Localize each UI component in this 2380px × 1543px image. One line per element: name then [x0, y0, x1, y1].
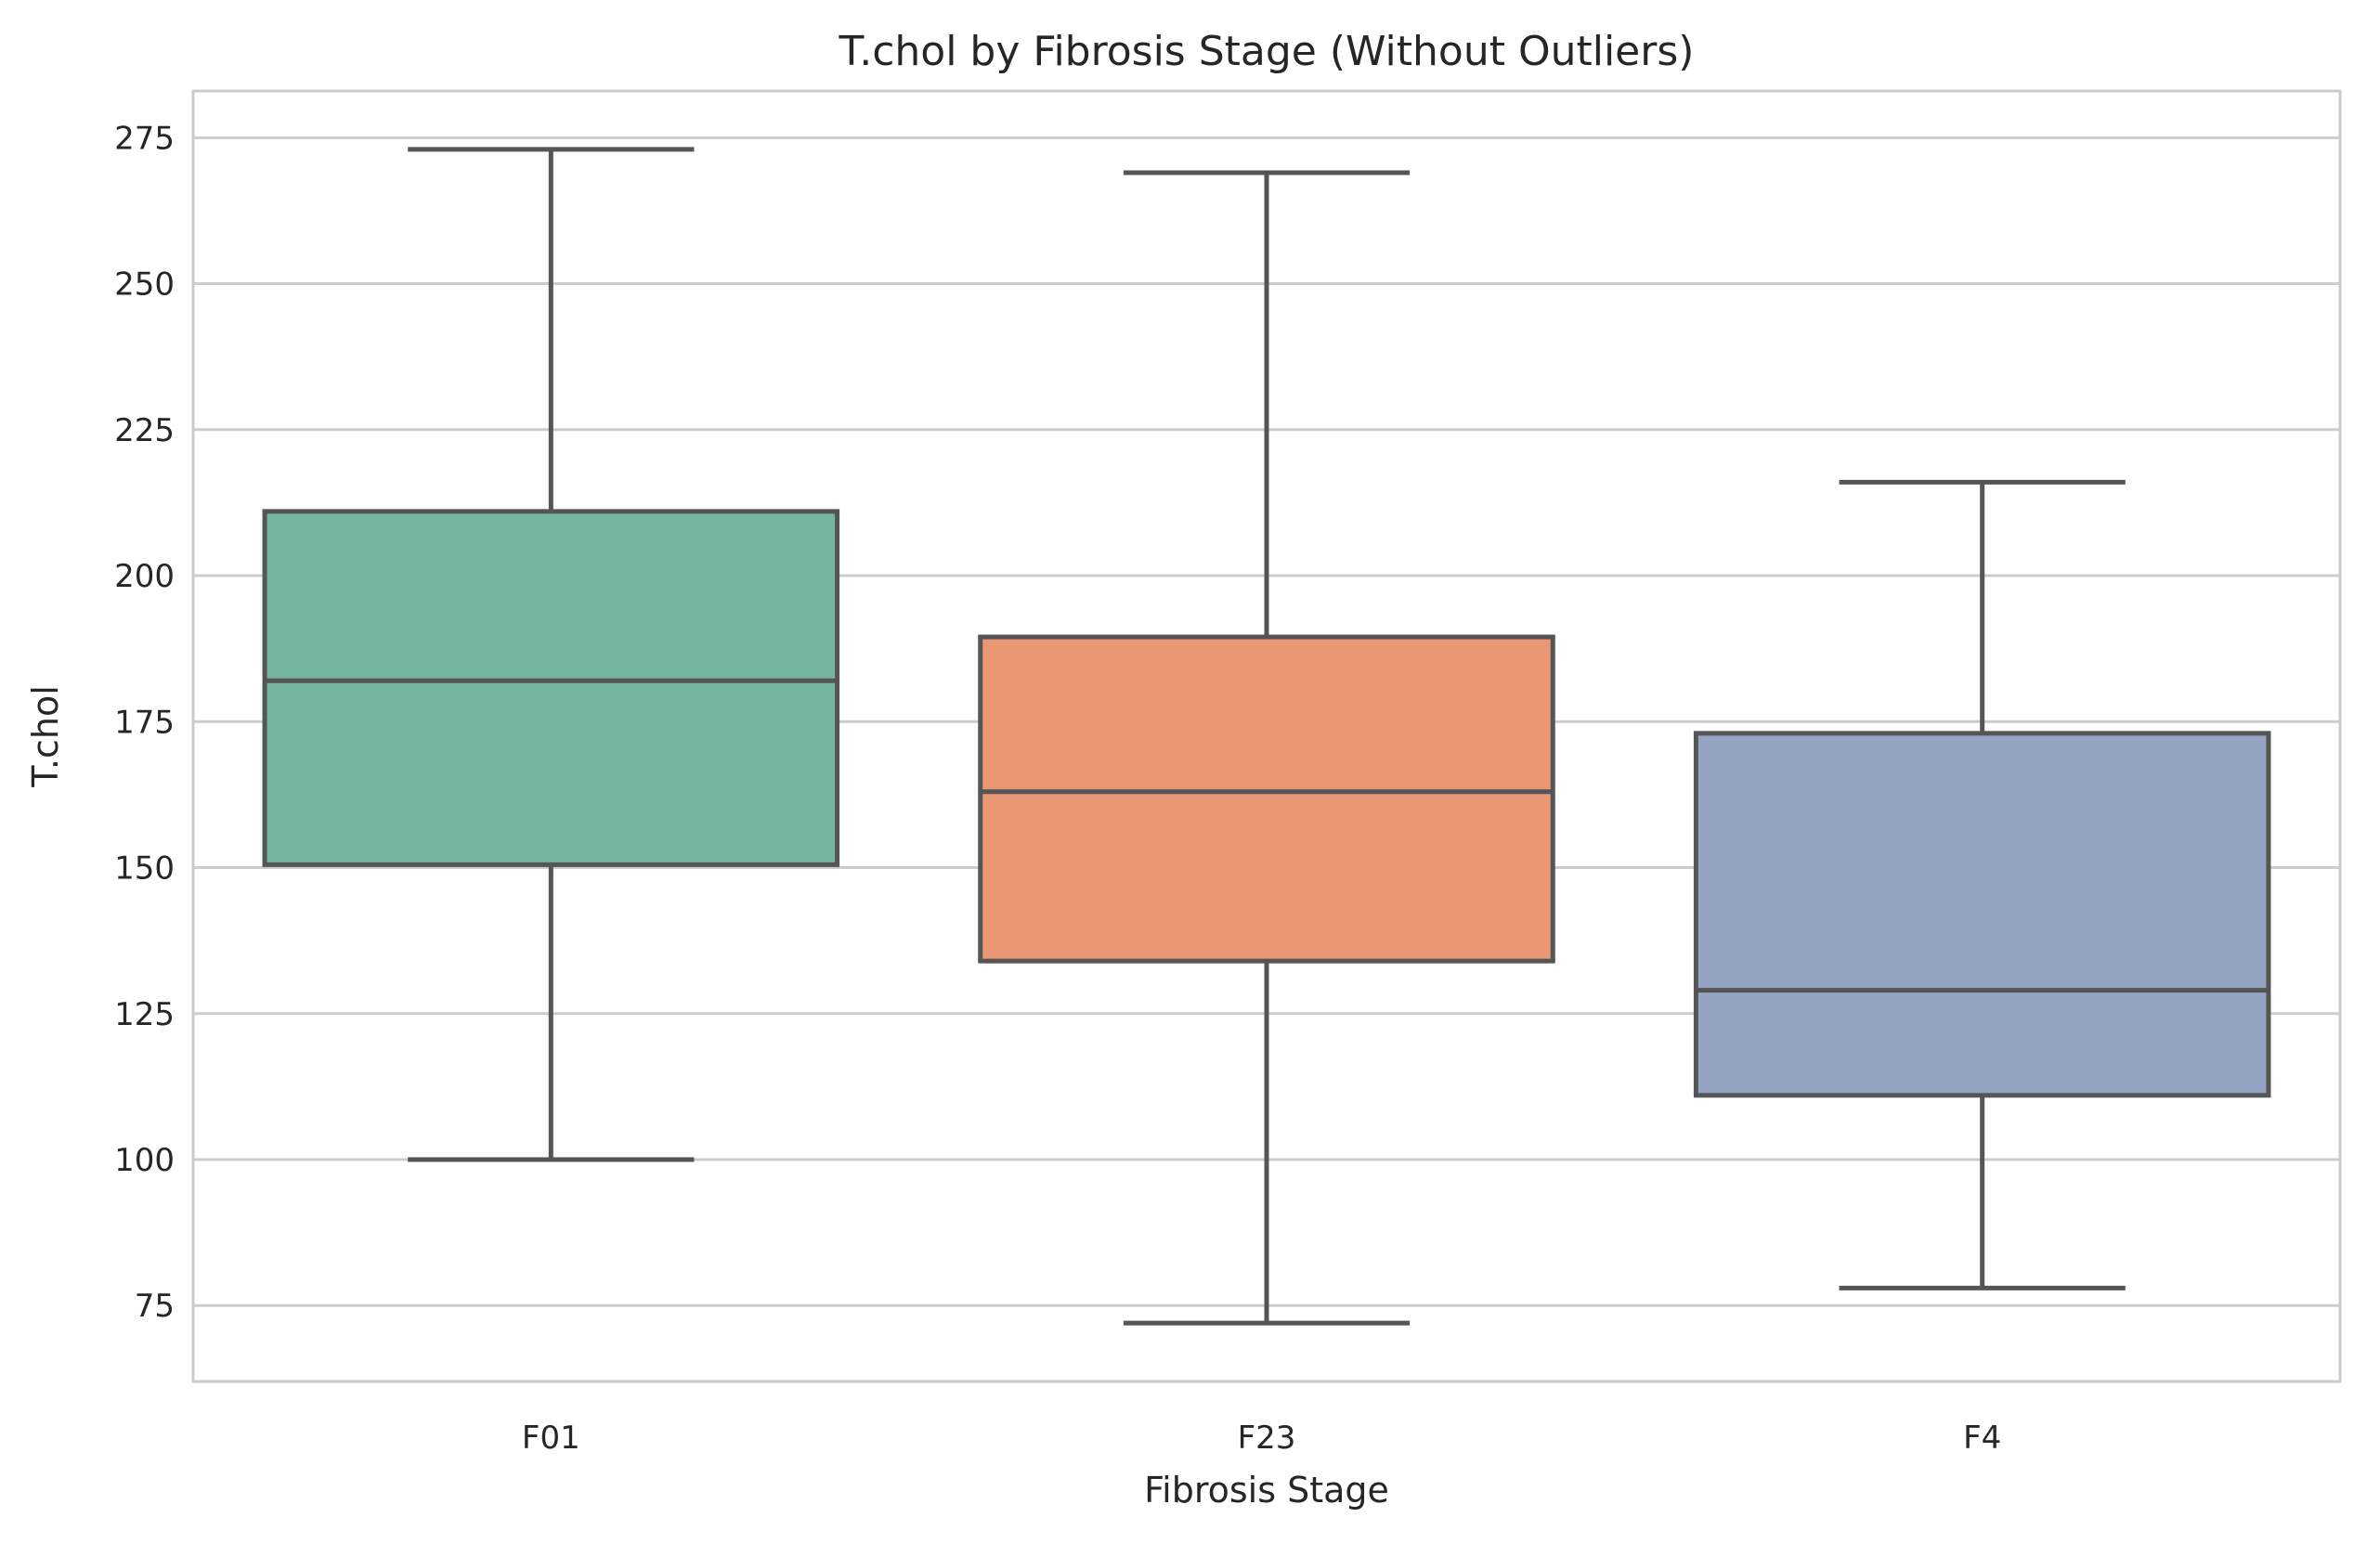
- y-tick-label: 275: [114, 120, 175, 157]
- box-body: [978, 634, 1555, 964]
- y-tick-label: 175: [114, 704, 175, 741]
- box-body: [262, 509, 840, 867]
- y-tick-label: 150: [114, 850, 175, 888]
- x-tick-label: F01: [522, 1420, 580, 1457]
- x-tick-label: F4: [1963, 1420, 2001, 1457]
- y-tick-label: 200: [114, 558, 175, 595]
- y-axis-label: T.chol: [25, 685, 66, 788]
- box-group-f4: [1693, 479, 2271, 1290]
- box-series: [262, 147, 2271, 1326]
- y-tick-label: 75: [135, 1288, 175, 1325]
- y-tick-label: 250: [114, 266, 175, 304]
- y-tick-label: 100: [114, 1142, 175, 1179]
- box-body: [1693, 731, 2271, 1098]
- y-tick-label: 225: [114, 412, 175, 449]
- chart-title: T.chol by Fibrosis Stage (Without Outlie…: [839, 28, 1695, 75]
- x-tick-labels: F01 F23 F4: [522, 1420, 2001, 1457]
- x-tick-label: F23: [1238, 1420, 1296, 1457]
- box-group-f23: [978, 170, 1555, 1326]
- box-group-f01: [262, 147, 840, 1162]
- plot-area-frame: [191, 89, 2342, 1383]
- y-tick-label: 125: [114, 996, 175, 1033]
- x-axis-label: Fibrosis Stage: [1144, 1470, 1389, 1511]
- y-tick-labels: 75 100 125 150 175 200 225 250 275: [114, 120, 175, 1325]
